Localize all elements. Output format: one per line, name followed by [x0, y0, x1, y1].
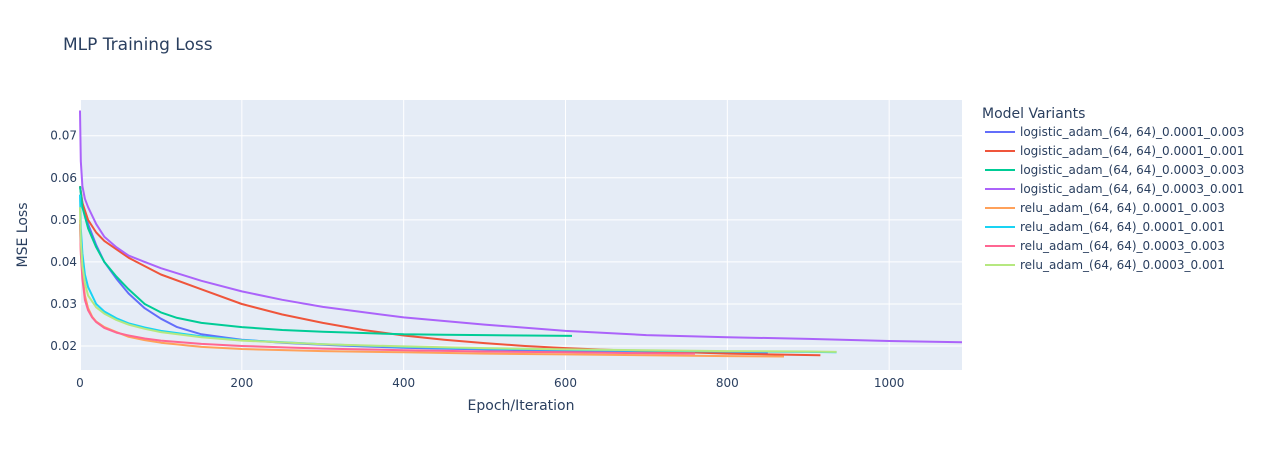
legend-item[interactable]: relu_adam_(64, 64)_0.0003_0.003: [985, 239, 1225, 253]
legend-label: logistic_adam_(64, 64)_0.0001_0.001: [1020, 144, 1244, 158]
legend-label: logistic_adam_(64, 64)_0.0003_0.003: [1020, 163, 1244, 177]
y-tick-label: 0.06: [50, 171, 77, 185]
series-line[interactable]: [79, 186, 573, 337]
series-lines: [79, 110, 963, 358]
legend-title: Model Variants: [982, 106, 1085, 122]
y-tick-label: 0.04: [50, 255, 77, 269]
chart-title: MLP Training Loss: [63, 35, 213, 55]
axis-ticks: 0 200 400 600 800 1000 0.02 0.03 0.04 0.05 0.06 0.0…: [50, 129, 904, 390]
legend-item[interactable]: relu_adam_(64, 64)_0.0001_0.001: [985, 220, 1225, 234]
y-tick-label: 0.03: [50, 297, 77, 311]
y-tick-label: 0.05: [50, 213, 77, 227]
legend-label: relu_adam_(64, 64)_0.0001_0.001: [1020, 220, 1225, 234]
y-axis-label: MSE Loss: [15, 203, 31, 268]
legend-item[interactable]: logistic_adam_(64, 64)_0.0003_0.001: [985, 182, 1244, 196]
x-axis-label: Epoch/Iteration: [468, 398, 575, 414]
legend-item[interactable]: logistic_adam_(64, 64)_0.0001_0.003: [985, 125, 1244, 139]
series-line[interactable]: [79, 224, 696, 355]
plot-area: [80, 100, 962, 370]
legend-item[interactable]: logistic_adam_(64, 64)_0.0003_0.003: [985, 163, 1244, 177]
legend-label: relu_adam_(64, 64)_0.0003_0.001: [1020, 258, 1225, 272]
x-tick-label: 600: [554, 376, 577, 390]
legend-item[interactable]: relu_adam_(64, 64)_0.0001_0.003: [985, 201, 1225, 215]
x-tick-label: 200: [230, 376, 253, 390]
series-group: [79, 110, 963, 344]
legend-item[interactable]: logistic_adam_(64, 64)_0.0001_0.001: [985, 144, 1244, 158]
y-tick-label: 0.02: [50, 339, 77, 353]
legend-item[interactable]: relu_adam_(64, 64)_0.0003_0.001: [985, 258, 1225, 272]
x-tick-label: 800: [716, 376, 739, 390]
x-tick-label: 0: [76, 376, 84, 390]
x-tick-label: 400: [392, 376, 415, 390]
series-group: [79, 186, 573, 337]
y-tick-label: 0.07: [50, 129, 77, 143]
legend[interactable]: Model Variants logistic_adam_(64, 64)_0.…: [982, 106, 1244, 272]
legend-label: logistic_adam_(64, 64)_0.0003_0.001: [1020, 182, 1244, 196]
legend-label: logistic_adam_(64, 64)_0.0001_0.003: [1020, 125, 1244, 139]
legend-label: relu_adam_(64, 64)_0.0001_0.003: [1020, 201, 1225, 215]
legend-label: relu_adam_(64, 64)_0.0003_0.003: [1020, 239, 1225, 253]
series-group: [79, 207, 837, 353]
x-tick-label: 1000: [874, 376, 905, 390]
